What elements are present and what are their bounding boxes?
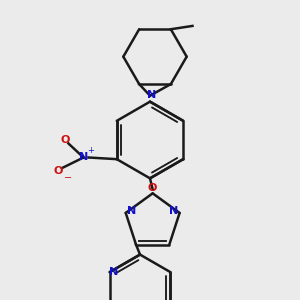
- Text: N: N: [109, 267, 118, 277]
- Text: N: N: [79, 152, 88, 163]
- Text: +: +: [87, 146, 94, 155]
- Text: O: O: [54, 167, 63, 176]
- Text: N: N: [127, 206, 136, 216]
- Text: −: −: [64, 172, 72, 182]
- Text: O: O: [148, 183, 158, 193]
- Text: N: N: [147, 90, 156, 100]
- Text: O: O: [60, 135, 70, 145]
- Text: N: N: [169, 206, 178, 216]
